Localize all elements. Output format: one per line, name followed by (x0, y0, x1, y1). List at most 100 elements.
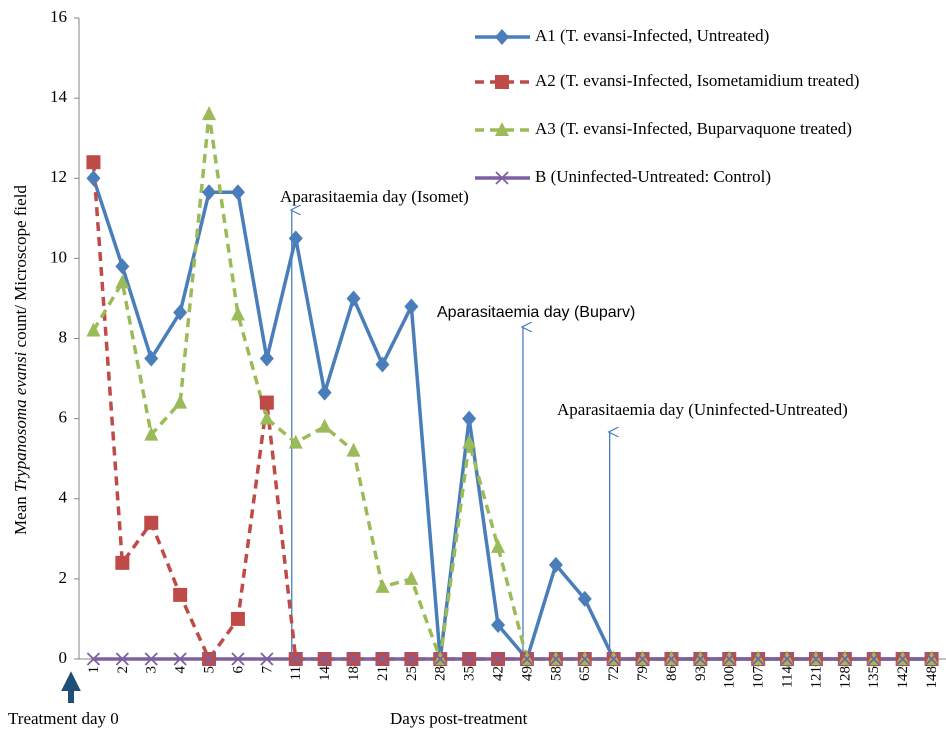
marker (173, 394, 188, 409)
marker (577, 590, 592, 607)
marker (607, 652, 621, 666)
marker (896, 652, 910, 666)
y-tick-label: 4 (59, 488, 68, 507)
marker (375, 578, 390, 593)
marker (288, 434, 303, 449)
marker (722, 652, 736, 666)
y-tick-label: 6 (59, 408, 68, 427)
marker (404, 652, 418, 666)
marker (375, 652, 390, 666)
marker (375, 356, 390, 373)
marker (173, 304, 188, 321)
legend-label: A1 (T. evansi-Infected, Untreated) (535, 26, 769, 45)
x-tick-label: 79 (635, 666, 651, 681)
marker (230, 306, 245, 321)
x-tick-label: 135 (866, 666, 882, 689)
y-axis-label: Mean Trypanosoma evansi count/ Microscop… (11, 185, 30, 535)
x-tick-label: 100 (722, 666, 738, 689)
marker (491, 616, 506, 633)
y-axis-label-part: Trypanosoma evansi (11, 351, 30, 492)
marker (924, 652, 939, 666)
marker (230, 184, 245, 201)
marker (86, 322, 101, 337)
x-tick-label: 1 (86, 666, 102, 674)
marker (404, 298, 419, 315)
marker (462, 434, 477, 449)
legend-label: A3 (T. evansi-Infected, Buparvaquone tre… (535, 119, 852, 138)
x-tick-label: 4 (173, 666, 189, 674)
x-tick-label: 65 (577, 666, 593, 681)
marker (346, 442, 361, 457)
y-tick-label: 2 (59, 568, 68, 587)
x-tick-label: 142 (895, 666, 911, 689)
marker (259, 395, 274, 410)
marker (495, 122, 509, 136)
marker (289, 652, 303, 666)
marker (260, 652, 274, 666)
marker (115, 258, 130, 275)
marker (495, 171, 509, 185)
y-tick-label: 0 (59, 648, 68, 667)
marker (495, 75, 509, 89)
x-tick-label: 21 (375, 666, 391, 681)
y-tick-label: 8 (59, 327, 68, 346)
marker (491, 652, 505, 666)
marker (231, 652, 245, 666)
x-tick-label: 128 (837, 666, 853, 689)
marker (144, 652, 158, 666)
marker (144, 515, 159, 530)
marker (751, 652, 765, 666)
marker (230, 611, 245, 626)
legend-label: B (Uninfected-Untreated: Control) (535, 167, 771, 186)
y-tick-label: 10 (50, 247, 67, 266)
marker (318, 652, 332, 666)
marker (86, 652, 101, 666)
marker (115, 274, 130, 289)
x-tick-label: 3 (144, 666, 160, 674)
marker (202, 184, 217, 201)
marker (86, 155, 101, 170)
x-tick-label: 42 (490, 666, 506, 681)
x-tick-label: 18 (346, 666, 362, 681)
marker (809, 652, 823, 666)
marker (664, 652, 679, 666)
marker (202, 106, 217, 121)
marker (491, 538, 506, 553)
annotation: Aparasitaemia day (Isomet) (280, 187, 469, 206)
x-tick-label: 148 (924, 666, 940, 689)
start-note: Treatment day 0 (8, 709, 119, 728)
y-axis-label-part: Mean (11, 492, 30, 535)
y-axis-label-part: count/ Microscope field (11, 185, 30, 352)
x-tick-label: 11 (288, 666, 304, 680)
marker (548, 556, 563, 573)
x-tick-label: 35 (462, 666, 478, 681)
marker (202, 652, 216, 666)
marker (462, 410, 477, 427)
marker (86, 170, 101, 187)
marker (780, 652, 794, 666)
x-tick-label: 93 (693, 666, 709, 681)
marker (288, 230, 303, 247)
x-tick-label: 2 (115, 666, 131, 674)
marker (259, 350, 274, 367)
legend-label: A2 (T. evansi-Infected, Isometamidium tr… (535, 71, 859, 90)
marker (346, 290, 361, 307)
x-tick-label: 28 (433, 666, 449, 681)
annotation: Aparasitaemia day (Buparv) (437, 304, 635, 321)
marker (115, 652, 129, 666)
start-arrow (61, 671, 81, 703)
marker (462, 652, 476, 666)
marker (346, 652, 361, 666)
marker (115, 555, 130, 570)
marker (838, 652, 852, 666)
y-tick-label: 16 (50, 7, 67, 26)
marker (549, 652, 563, 666)
y-tick-label: 14 (50, 87, 68, 106)
x-tick-label: 6 (230, 666, 246, 674)
x-tick-label: 5 (201, 666, 217, 674)
x-tick-label: 114 (779, 666, 795, 688)
x-tick-label: 7 (259, 666, 275, 674)
annotation: Aparasitaemia day (Uninfected-Untreated) (557, 400, 848, 419)
x-tick-label: 14 (317, 666, 333, 682)
